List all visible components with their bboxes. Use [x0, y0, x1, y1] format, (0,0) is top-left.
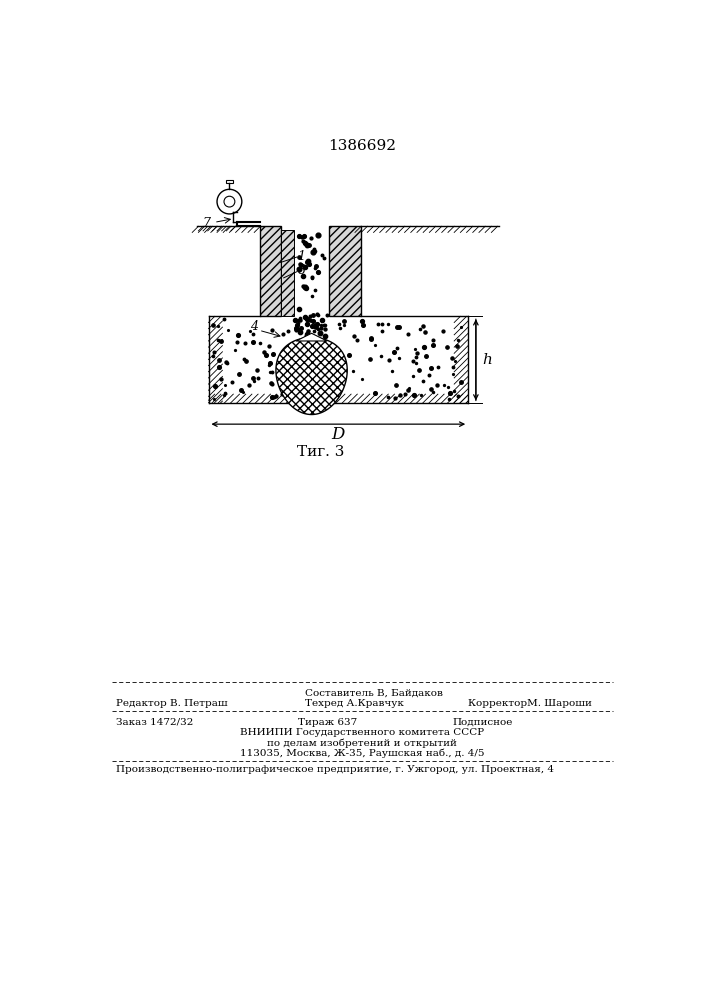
Text: Редактор В. Петраш: Редактор В. Петраш [115, 699, 227, 708]
Text: 113035, Москва, Ж-35, Раушская наб., д. 4/5: 113035, Москва, Ж-35, Раушская наб., д. … [240, 748, 484, 758]
Text: Τиг. 3: Τиг. 3 [297, 445, 344, 459]
Bar [329, 226, 361, 316]
Text: КорректорМ. Шароши: КорректорМ. Шароши [468, 699, 592, 708]
Text: Тираж 637: Тираж 637 [298, 718, 357, 727]
Circle shape [224, 196, 235, 207]
Text: 1386692: 1386692 [328, 139, 396, 153]
Circle shape [217, 189, 242, 214]
PathPatch shape [276, 338, 347, 415]
Text: Производственно-полиграфическое предприятие, г. Ужгород, ул. Проектная, 4: Производственно-полиграфическое предприя… [115, 765, 554, 774]
Text: по делам изобретений и открытий: по делам изобретений и открытий [267, 738, 457, 748]
Text: 4: 4 [250, 320, 257, 333]
Text: 8: 8 [298, 264, 305, 277]
Text: D: D [332, 426, 345, 443]
Bar [260, 226, 281, 316]
Text: 7: 7 [202, 217, 210, 230]
Text: Заказ 1472/32: Заказ 1472/32 [115, 718, 193, 727]
Text: Подписное: Подписное [452, 718, 513, 727]
Bar [281, 230, 293, 316]
Polygon shape [296, 333, 327, 341]
Text: ВНИИПИ Государственного комитета СССР: ВНИИПИ Государственного комитета СССР [240, 728, 484, 737]
Text: Составитель В, Байдаков: Составитель В, Байдаков [305, 688, 443, 697]
Text: Техред А.Кравчук: Техред А.Кравчук [305, 699, 404, 708]
Text: h: h [482, 353, 492, 367]
Text: 1: 1 [298, 250, 305, 263]
Bar [226, 180, 233, 183]
